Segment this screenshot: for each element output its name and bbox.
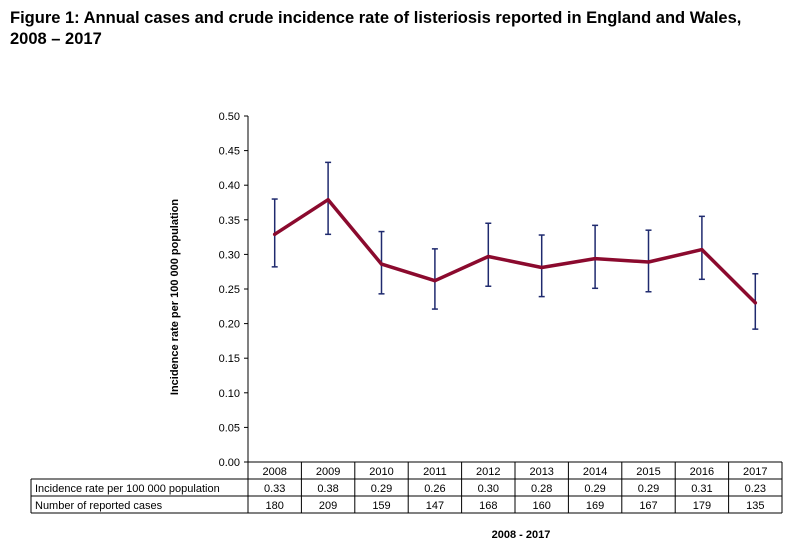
y-tick-label: 0.20 — [219, 319, 240, 331]
table-cell: 160 — [533, 500, 551, 512]
y-tick-label: 0.50 — [219, 111, 240, 123]
x-tick-label: 2008 — [262, 466, 286, 478]
x-tick-label: 2015 — [636, 466, 660, 478]
table-cell: 0.31 — [691, 483, 712, 495]
table-cell: 0.29 — [638, 483, 659, 495]
x-tick-label: 2012 — [476, 466, 500, 478]
table-row-label: Number of reported cases — [35, 500, 163, 512]
table-cell: 0.26 — [424, 483, 445, 495]
figure-title: Figure 1: Annual cases and crude inciden… — [10, 9, 742, 48]
table-cell: 0.29 — [584, 483, 605, 495]
table-cell: 169 — [586, 500, 604, 512]
data-point — [753, 301, 757, 305]
data-point — [646, 260, 651, 264]
axes: 0.00 0.05 0.10 0.15 0.20 0.25 0.30 0.35 0.40 0.45… — [219, 111, 249, 469]
x-tick-label: 2014 — [583, 466, 607, 478]
y-axis-title: Incidence rate per 100 000 population — [169, 199, 181, 396]
table-cell: 0.38 — [317, 483, 338, 495]
data-table: 2008 2009 2010 2011 2012 2013 2014 2015 2016 2017… — [30, 461, 783, 514]
x-tick-label: 2009 — [316, 466, 340, 478]
table-cell: 0.23 — [745, 483, 766, 495]
y-tick-label: 0.40 — [219, 180, 240, 192]
y-tick-label: 0.05 — [219, 422, 240, 434]
table-cell: 0.33 — [264, 483, 285, 495]
table-cell: 0.29 — [371, 483, 392, 495]
table-cell: 0.30 — [478, 483, 499, 495]
y-tick-label: 0.10 — [219, 388, 240, 400]
table-cell: 135 — [746, 500, 764, 512]
table-cell: 159 — [372, 500, 390, 512]
y-tick-label: 0.35 — [219, 215, 240, 227]
series-line — [272, 197, 758, 305]
table-cell: 168 — [479, 500, 497, 512]
data-point — [379, 262, 384, 266]
y-tick-label: 0.25 — [219, 284, 240, 296]
x-tick-label: 2010 — [369, 466, 393, 478]
y-tick-label: 0.00 — [219, 457, 240, 469]
x-tick-label: 2011 — [423, 466, 447, 478]
x-tick-label: 2017 — [743, 466, 767, 478]
y-tick-label: 0.30 — [219, 249, 240, 261]
data-point — [433, 279, 437, 283]
x-tick-label: 2016 — [690, 466, 714, 478]
table-cell: 147 — [426, 500, 444, 512]
data-point — [593, 256, 597, 261]
error-bars — [271, 161, 759, 330]
table-cell: 167 — [639, 500, 657, 512]
x-axis-title: 2008 - 2017 — [492, 529, 551, 541]
data-point — [273, 232, 277, 236]
data-point — [700, 247, 704, 252]
table-cell: 209 — [319, 500, 337, 512]
data-point — [486, 254, 490, 259]
table-cell: 179 — [693, 500, 711, 512]
series-line-group — [272, 197, 758, 305]
y-tick-label: 0.45 — [219, 146, 240, 158]
y-tick-label: 0.15 — [219, 353, 240, 365]
data-point — [326, 198, 330, 202]
table-cell: 180 — [266, 500, 284, 512]
table-row-label: Incidence rate per 100 000 population — [35, 483, 220, 495]
table-cell: 0.28 — [531, 483, 552, 495]
x-tick-label: 2013 — [529, 466, 553, 478]
data-point — [540, 265, 544, 270]
